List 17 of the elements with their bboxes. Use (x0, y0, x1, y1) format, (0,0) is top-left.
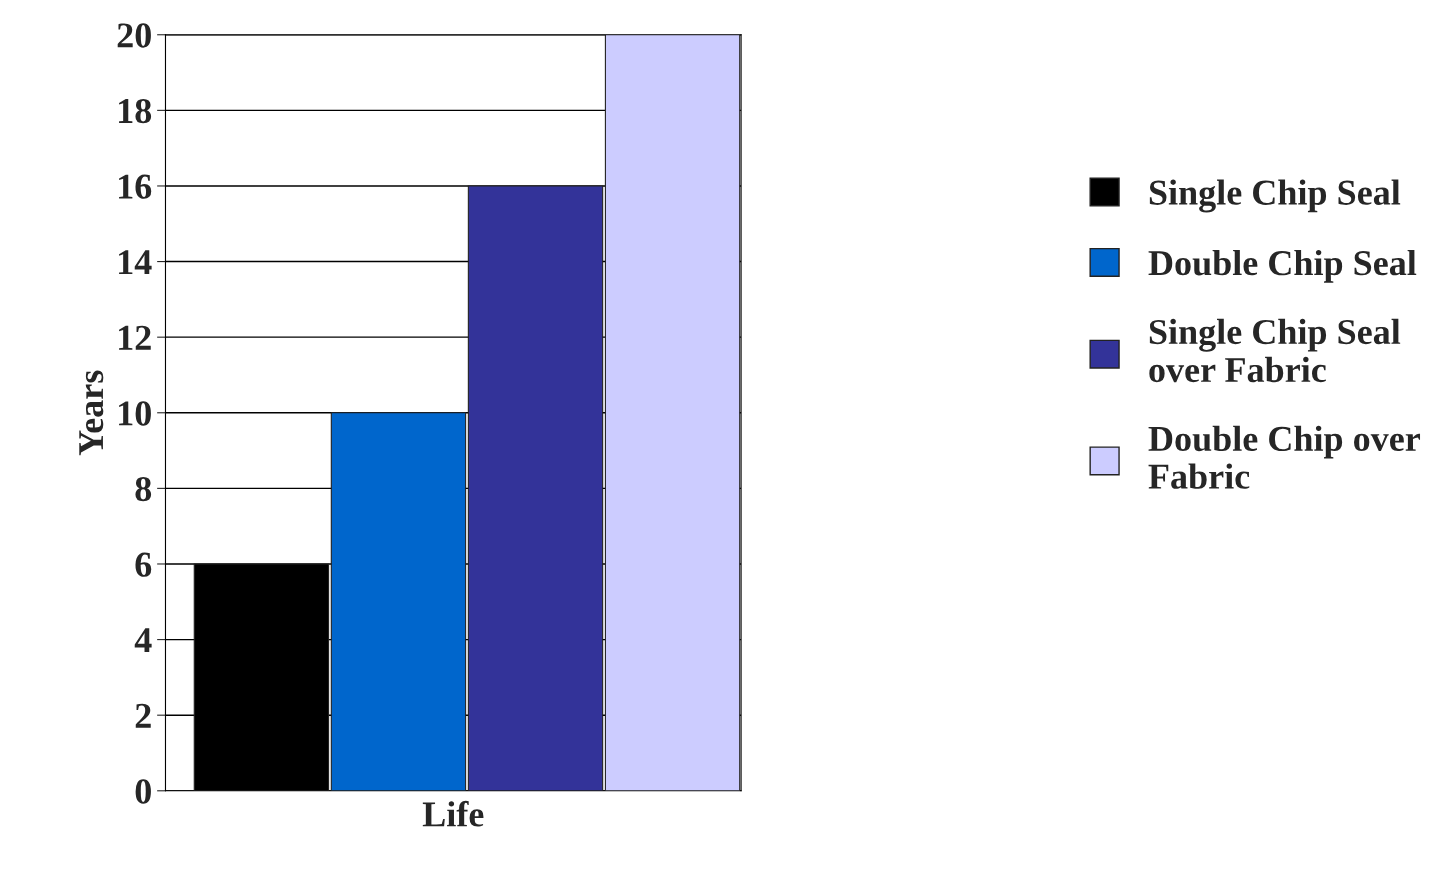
y-tick-label: 12 (119, 325, 151, 350)
y-tick-label: 4 (134, 628, 152, 653)
y-tick-label: 6 (135, 552, 152, 577)
y-tick-label: 16 (119, 174, 152, 199)
y-tick-label: 8 (135, 476, 152, 502)
y-tick-label: 20 (117, 23, 151, 48)
y-axis-title: Years (79, 370, 104, 456)
legend-label: Single Chip Seal over Fabric (1149, 318, 1401, 383)
x-axis-title: Life (422, 800, 484, 827)
legend-label: Double Chip Seal (1148, 249, 1417, 283)
y-tick-label: 14 (119, 250, 152, 275)
y-tick-label: 0 (135, 779, 151, 804)
y-tick-label: 10 (119, 401, 151, 426)
y-tick-label: 18 (119, 98, 152, 124)
y-tick-label: 2 (135, 703, 151, 728)
legend-label: Single Chip Seal (1149, 179, 1401, 213)
legend-label: Double Chip over Fabric (1148, 425, 1421, 489)
